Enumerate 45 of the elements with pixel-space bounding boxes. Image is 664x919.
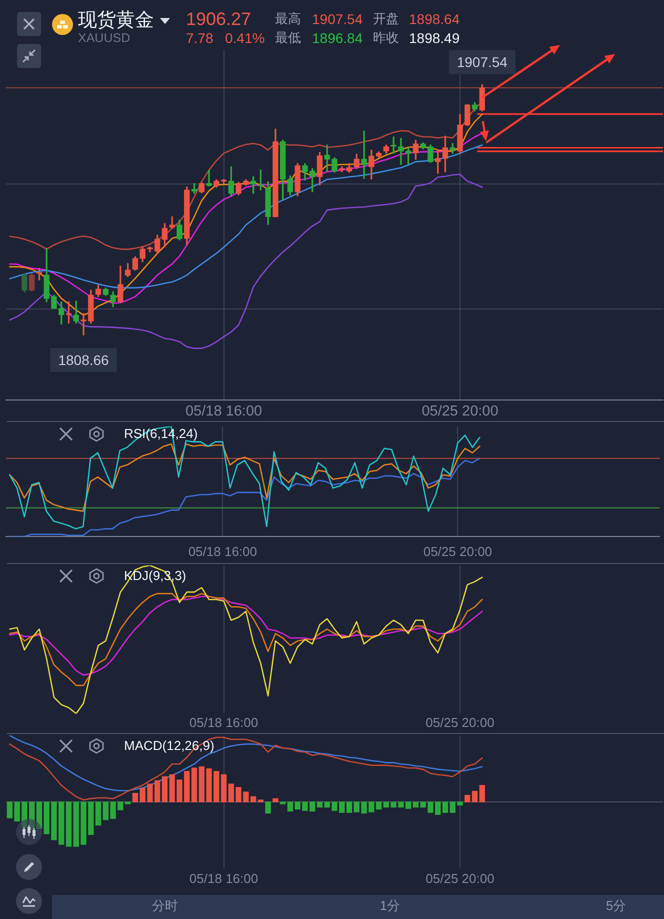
- bar: [479, 784, 485, 802]
- text: 分时: [152, 898, 178, 914]
- bar: [376, 802, 382, 810]
- chart-subtitle: XAUUSD: [78, 30, 130, 46]
- x-tick-label: 05/25 20:00: [426, 870, 494, 886]
- bar: [412, 802, 419, 808]
- annotation: 1907.54: [456, 54, 508, 70]
- bar: [265, 802, 271, 814]
- text: 5分: [606, 898, 626, 914]
- text: 7.78: [186, 30, 214, 46]
- bar: [442, 802, 448, 813]
- bar: [272, 798, 278, 802]
- text: 最低: [275, 30, 301, 46]
- text: 1分: [380, 898, 400, 914]
- bar: [464, 794, 470, 802]
- chart-title: 现货黄金: [78, 10, 154, 32]
- bar: [220, 774, 227, 802]
- text: 1898.49: [409, 30, 460, 46]
- bar: [191, 768, 198, 802]
- bar: [287, 802, 294, 812]
- bar: [316, 802, 323, 808]
- text: 0.41%: [225, 30, 265, 46]
- text: 最高: [275, 11, 301, 27]
- text: 1896.84: [312, 30, 363, 46]
- bar: [162, 776, 168, 802]
- text: 1907.54: [312, 10, 363, 28]
- x-tick-label: 05/18 16:00: [189, 714, 258, 730]
- text: 1898.64: [409, 10, 460, 28]
- x-tick-label: 05/18 16:00: [188, 544, 258, 559]
- x-tick-label: 05/25 20:00: [426, 714, 494, 730]
- bar: [95, 802, 102, 826]
- bar: [250, 796, 256, 802]
- text: 昨收: [373, 30, 399, 46]
- x-tick-label: 05/25 20:00: [422, 404, 498, 420]
- bar: [258, 800, 264, 802]
- bar: [280, 802, 286, 804]
- x-tick-label: 05/18 16:00: [185, 404, 262, 420]
- bar: [346, 802, 352, 813]
- bar: [472, 790, 478, 802]
- bar: [66, 802, 72, 847]
- text: 开盘: [373, 11, 399, 27]
- text: 1906.27: [186, 9, 252, 31]
- x-tick-label: 05/25 20:00: [423, 544, 492, 559]
- x-tick-label: 05/18 16:00: [189, 870, 258, 886]
- annotation: 1808.66: [58, 352, 110, 368]
